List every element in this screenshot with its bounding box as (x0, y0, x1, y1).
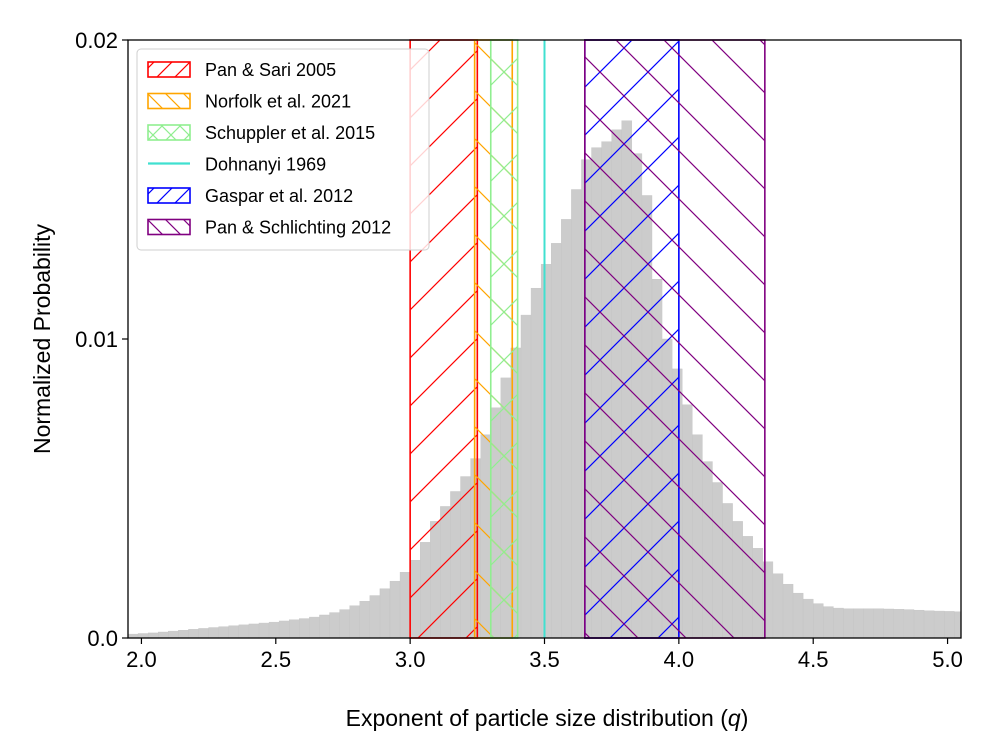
histogram-bar (802, 598, 814, 639)
histogram-bar (228, 625, 240, 639)
legend-swatch (147, 61, 191, 78)
legend-box (136, 48, 430, 251)
x-tick-label: 4.0 (664, 647, 695, 672)
histogram-bar (379, 588, 391, 639)
histogram-bar (944, 611, 955, 639)
histogram-bar (198, 628, 209, 639)
histogram-bar (309, 616, 320, 639)
histogram-bar (853, 608, 864, 639)
histogram-bar (863, 608, 874, 639)
histogram-bar (369, 595, 381, 639)
histogram-bar (389, 580, 401, 639)
histogram-bar (238, 624, 250, 639)
legend-swatch (147, 218, 191, 236)
legend: Pan & Sari 2005 Norfolk et al. 2021 Schupp… (136, 48, 430, 251)
histogram-bar (349, 605, 360, 639)
legend-entry-pan-and-schlichting-2012: Pan & Schlichting 2012 (147, 218, 391, 238)
histogram-bar (188, 629, 199, 639)
histogram-bar (782, 583, 794, 639)
histogram-bar (923, 610, 935, 639)
histogram-bar (178, 630, 189, 639)
y-tick-label: 0.01 (75, 327, 118, 352)
reference-bands (409, 39, 766, 639)
legend-label: Schuppler et al. 2015 (205, 123, 375, 143)
histogram-bar (278, 620, 290, 639)
y-axis-ticks: 0.0 0.01 0.02 (75, 28, 128, 651)
legend-label: Pan & Schlichting 2012 (205, 218, 391, 238)
x-axis-ticks: 2.0 2.5 3.0 3.5 4.0 4.5 5.0 (126, 638, 963, 672)
histogram-bar (843, 608, 854, 639)
legend-label: Pan & Sari 2005 (205, 60, 336, 80)
y-axis-label: Normalized Probability (29, 223, 55, 454)
histogram-bar (833, 607, 844, 639)
histogram-bar (359, 601, 371, 639)
band-pan-and-schlichting-2012 (584, 39, 766, 639)
histogram-bar (913, 609, 925, 639)
legend-label: Dohnanyi 1969 (205, 155, 326, 175)
x-tick-label: 5.0 (932, 647, 963, 672)
y-tick-label: 0.02 (75, 28, 118, 53)
histogram-bar (168, 630, 179, 639)
histogram-bar (893, 609, 905, 639)
legend-label: Norfolk et al. 2021 (205, 92, 351, 112)
legend-entry-pan-and-sari-2005: Pan & Sari 2005 (147, 60, 336, 80)
histogram-bar (813, 603, 824, 639)
histogram-bar (248, 623, 260, 639)
histogram-bar (561, 219, 572, 639)
histogram-bar (903, 609, 915, 639)
legend-entry-norfolk-et-al-2021: Norfolk et al. 2021 (147, 92, 351, 112)
histogram-bar (258, 622, 270, 639)
histogram-bar (289, 619, 300, 639)
x-tick-label: 3.0 (395, 647, 426, 672)
x-axis-label: Exponent of particle size distribution (… (346, 705, 749, 731)
histogram-bar (329, 612, 340, 639)
histogram-bar (954, 611, 962, 639)
x-tick-label: 2.5 (260, 647, 291, 672)
x-tick-label: 2.0 (126, 647, 157, 672)
legend-entry-schuppler-et-al-2015: Schuppler et al. 2015 (147, 123, 375, 143)
histogram-bar (933, 610, 945, 639)
x-tick-label: 4.5 (798, 647, 829, 672)
band-schuppler-et-al-2015 (489, 39, 519, 639)
histogram-bar (571, 189, 582, 639)
histogram-bar (268, 621, 280, 639)
histogram-bar (823, 606, 834, 639)
legend-entry-dohnanyi-1969: Dohnanyi 1969 (148, 155, 326, 175)
histogram-bar (530, 287, 542, 639)
legend-entry-gaspar-et-al-2012: Gaspar et al. 2012 (147, 186, 353, 206)
histogram-bar (792, 592, 804, 639)
histogram-bar (218, 626, 229, 639)
histogram-bar (520, 314, 532, 639)
histogram-bar (208, 627, 219, 639)
histogram-bar (319, 614, 330, 639)
legend-swatch (147, 92, 191, 110)
legend-swatch (147, 187, 191, 204)
legend-swatch (147, 124, 191, 141)
histogram-bar (339, 609, 350, 639)
histogram-bar (540, 264, 552, 639)
histogram-bar (883, 608, 895, 639)
histogram-bar (137, 633, 149, 639)
histogram-bar (873, 608, 884, 639)
histogram-bar (158, 631, 169, 639)
histogram-bar (299, 618, 310, 639)
x-tick-label: 3.5 (529, 647, 560, 672)
histogram-bar (147, 632, 159, 639)
histogram-bar (551, 243, 562, 639)
histogram-bar (399, 572, 411, 639)
histogram-bar (772, 573, 784, 639)
y-tick-label: 0.0 (87, 626, 118, 651)
legend-label: Gaspar et al. 2012 (205, 186, 353, 206)
